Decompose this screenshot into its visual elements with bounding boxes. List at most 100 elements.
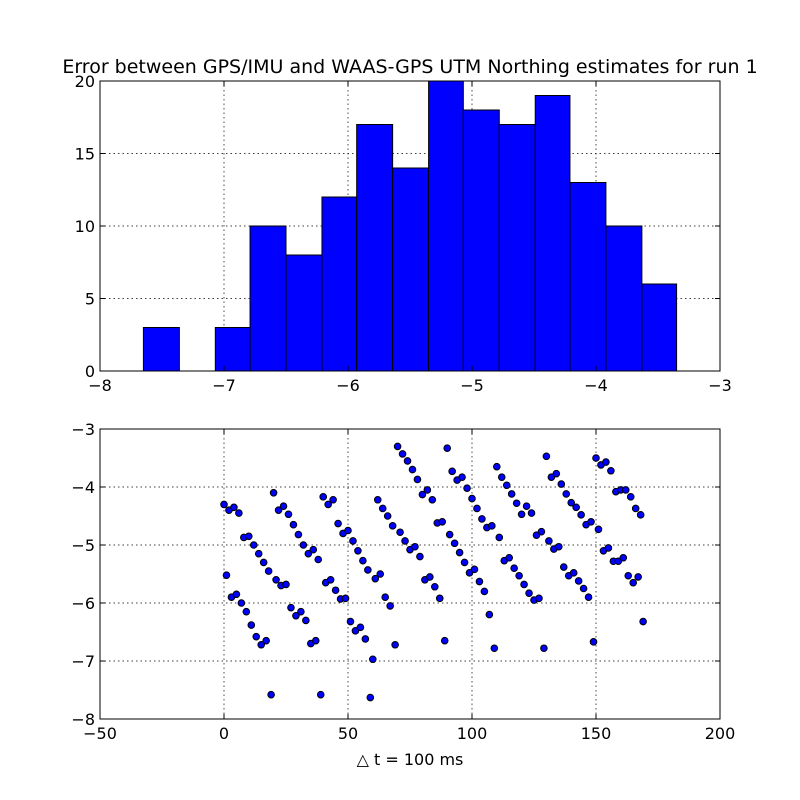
scatter-point	[304, 549, 313, 558]
scatter-x-axis-label: △ t = 100 ms	[357, 750, 464, 769]
scatter-point	[507, 490, 516, 498]
scatter-point	[619, 553, 628, 562]
scatter-point	[579, 584, 588, 593]
scatter-point	[403, 457, 412, 465]
scatter-point	[254, 549, 263, 558]
scatter-point	[495, 533, 504, 542]
histogram-x-tick-label: −8	[88, 376, 112, 395]
scatter-point	[329, 495, 337, 504]
scatter-point	[282, 580, 290, 589]
scatter-x-tick-label: 0	[219, 724, 229, 743]
scatter-point	[602, 458, 610, 466]
scatter-point	[299, 541, 308, 549]
histogram-y-tick-label: 10	[75, 217, 95, 236]
scatter-point	[470, 565, 479, 574]
scatter-point	[443, 444, 452, 452]
scatter-y-tick-label: −5	[71, 536, 95, 555]
scatter-point	[537, 527, 546, 536]
scatter-point	[279, 502, 288, 510]
scatter-point	[344, 526, 352, 535]
scatter-point	[235, 509, 243, 517]
scatter-point	[302, 616, 310, 625]
scatter-point	[364, 566, 372, 574]
scatter-point	[383, 512, 392, 520]
scatter-point	[639, 617, 647, 626]
histogram-bars	[142, 80, 678, 372]
histogram-bar	[428, 80, 464, 372]
scatter-point	[455, 548, 464, 557]
scatter-point	[386, 602, 394, 610]
scatter-point	[297, 607, 305, 616]
scatter-point	[247, 621, 256, 629]
histogram-bar	[498, 124, 536, 372]
scatter-y-tick-label: −6	[71, 594, 95, 613]
histogram-x-tick-label: −3	[708, 376, 732, 395]
scatter-point	[468, 494, 476, 503]
histogram-x-tick-label: −7	[212, 376, 236, 395]
histogram-bar	[392, 167, 430, 372]
scatter-point	[287, 603, 295, 612]
scatter-point	[517, 510, 526, 519]
scatter-point	[572, 503, 580, 512]
scatter-point	[569, 569, 578, 577]
scatter-point	[463, 484, 471, 492]
scatter-point	[334, 519, 342, 528]
scatter-point	[324, 500, 332, 509]
scatter-point	[450, 539, 459, 548]
scatter-point	[545, 537, 553, 545]
scatter-point	[423, 486, 432, 494]
scatter-point	[629, 578, 638, 587]
scatter-points	[220, 442, 647, 702]
scatter-point	[369, 655, 377, 664]
scatter-point	[242, 607, 251, 616]
scatter-point	[257, 640, 266, 649]
scatter-point	[269, 489, 278, 497]
scatter-point	[604, 544, 613, 552]
scatter-point	[584, 593, 593, 602]
scatter-point	[589, 638, 598, 646]
scatter-point	[478, 515, 486, 523]
scatter-point	[311, 636, 320, 645]
scatter-point	[512, 499, 521, 508]
scatter-panel: −50 0 50 100 150 200 −8 −7 −6 −5 −4 −3 △ t = 100 m…	[71, 420, 735, 769]
scatter-point	[232, 590, 241, 599]
scatter-point	[577, 511, 585, 519]
histogram-bar	[462, 109, 500, 372]
scatter-point	[354, 547, 362, 555]
scatter-point	[393, 442, 402, 451]
scatter-point	[220, 500, 228, 509]
scatter-point	[438, 518, 447, 526]
scatter-point	[346, 617, 355, 626]
scatter-point	[542, 452, 551, 461]
scatter-point	[493, 462, 501, 471]
scatter-point	[373, 495, 382, 504]
scatter-x-tick-label: 50	[338, 724, 358, 743]
histogram-y-tick-labels: 0 5 10 15 20	[75, 72, 95, 381]
histogram-bar	[285, 254, 323, 372]
scatter-point	[624, 571, 633, 580]
scatter-point	[237, 599, 246, 607]
scatter-point	[445, 530, 454, 539]
scatter-point	[274, 506, 283, 515]
scatter-point	[502, 481, 511, 490]
scatter-point	[267, 690, 275, 699]
scatter-point	[490, 644, 499, 653]
scatter-point	[378, 504, 387, 513]
scatter-y-tick-label: −8	[71, 710, 95, 729]
scatter-x-tick-label: 100	[457, 724, 488, 743]
histogram-y-tick-label: 0	[85, 362, 95, 381]
scatter-point	[361, 635, 370, 643]
scatter-point	[272, 576, 280, 584]
scatter-point	[289, 520, 298, 529]
scatter-point	[631, 504, 640, 513]
scatter-point	[435, 594, 444, 603]
scatter-point	[448, 467, 456, 476]
scatter-y-tick-label: −4	[71, 478, 95, 497]
scatter-point	[341, 594, 350, 603]
scatter-point	[552, 469, 561, 478]
histogram-y-tick-label: 20	[75, 72, 95, 91]
scatter-point	[391, 640, 399, 649]
scatter-point	[458, 473, 466, 481]
histogram-bar	[641, 283, 678, 372]
